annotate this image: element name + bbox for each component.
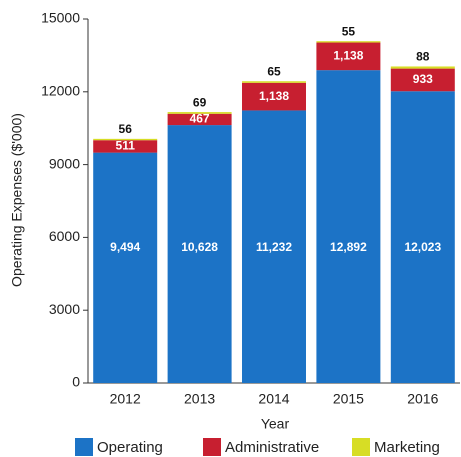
bar-segment bbox=[390, 91, 455, 383]
data-label: 69 bbox=[193, 95, 207, 109]
data-label: 1,138 bbox=[333, 49, 363, 63]
y-tick-label: 6000 bbox=[49, 228, 80, 244]
bar-segment bbox=[167, 125, 232, 383]
y-tick-label: 15000 bbox=[41, 10, 80, 26]
y-tick-label: 0 bbox=[72, 374, 80, 390]
data-label: 56 bbox=[119, 122, 133, 136]
bar-segment bbox=[167, 112, 232, 114]
legend-label: Operating bbox=[97, 439, 163, 456]
data-label: 467 bbox=[190, 112, 210, 126]
x-tick-label: 2015 bbox=[333, 391, 364, 407]
y-axis-title: Operating Expenses ($'000) bbox=[9, 113, 25, 287]
y-tick-label: 3000 bbox=[49, 301, 80, 317]
legend-label: Administrative bbox=[225, 439, 319, 456]
bar-segment bbox=[93, 138, 158, 141]
data-label: 10,628 bbox=[181, 240, 218, 254]
bar-segment bbox=[93, 140, 158, 153]
data-label: 933 bbox=[413, 72, 433, 86]
data-label: 11,232 bbox=[256, 240, 292, 254]
data-label: 55 bbox=[342, 24, 356, 38]
data-label: 1,138 bbox=[259, 89, 289, 103]
bar-segment bbox=[242, 110, 306, 383]
bar-segment bbox=[316, 70, 381, 383]
bar-segment bbox=[242, 81, 306, 83]
data-label: 12,023 bbox=[404, 240, 441, 254]
data-label: 65 bbox=[267, 64, 281, 78]
legend-swatch bbox=[75, 438, 93, 456]
x-tick-label: 2012 bbox=[110, 391, 141, 407]
data-label: 9,494 bbox=[110, 240, 140, 254]
x-tick-label: 2013 bbox=[184, 391, 215, 407]
legend-label: Marketing bbox=[374, 439, 440, 456]
bar-segment bbox=[242, 82, 306, 111]
bar-segment bbox=[167, 113, 232, 126]
y-tick-label: 12000 bbox=[41, 83, 80, 99]
bar-segment bbox=[390, 66, 455, 69]
bar-segment bbox=[93, 152, 158, 383]
legend-swatch bbox=[203, 438, 221, 456]
data-label: 12,892 bbox=[330, 240, 367, 254]
data-label: 511 bbox=[116, 139, 136, 153]
x-tick-label: 2014 bbox=[258, 391, 289, 407]
x-tick-label: 2016 bbox=[407, 391, 438, 407]
bar-segment bbox=[316, 42, 381, 71]
bar-segment bbox=[316, 41, 381, 43]
y-tick-label: 9000 bbox=[49, 155, 80, 171]
data-label: 88 bbox=[416, 50, 430, 64]
legend-swatch bbox=[352, 438, 370, 456]
bar-segment bbox=[390, 68, 455, 92]
x-axis-title: Year bbox=[261, 416, 290, 432]
